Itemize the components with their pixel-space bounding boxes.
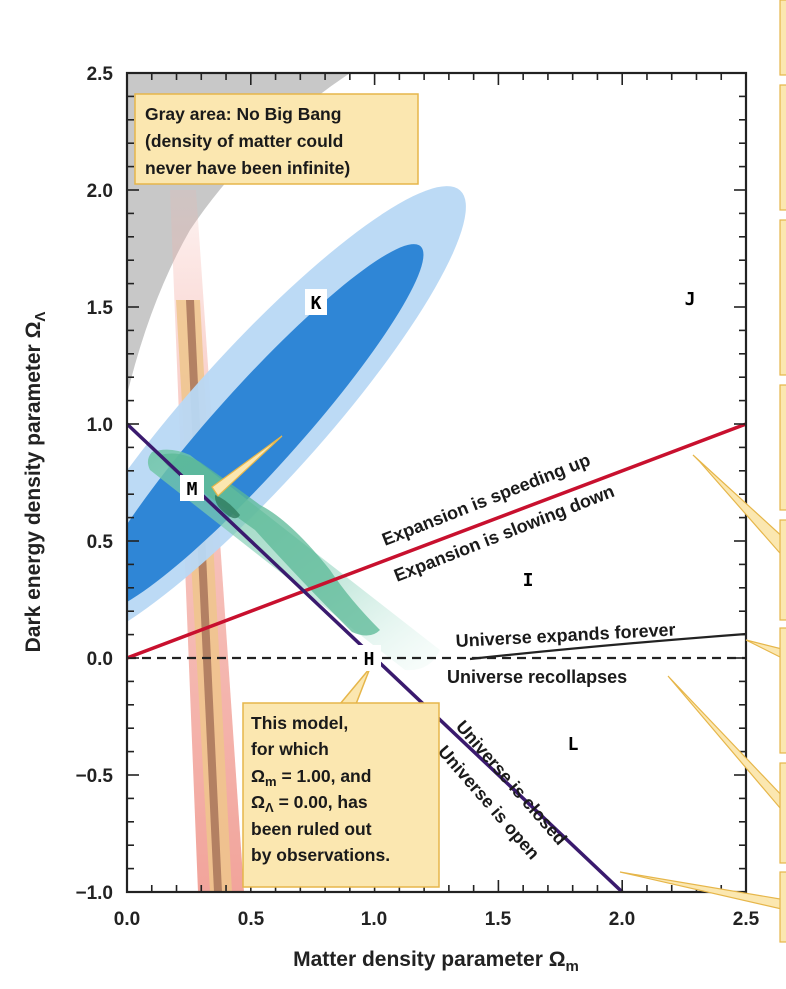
x-tick-2: 1.0 <box>361 909 387 930</box>
expand-forever-curve <box>469 632 746 661</box>
right-edge-callouts <box>619 0 786 943</box>
x-tick-labels: 0.0 0.5 1.0 1.5 2.0 2.5 <box>114 909 760 930</box>
y-tick-1: 2.0 <box>87 181 113 202</box>
x-tick-0: 0.0 <box>114 909 140 930</box>
letter-k-bg <box>305 289 327 315</box>
model-note-line-5: been ruled out <box>251 819 372 839</box>
x-tick-4: 2.0 <box>609 909 635 930</box>
letter-k: K <box>311 293 322 314</box>
right-box-7 <box>779 762 786 864</box>
right-box-3 <box>779 219 786 376</box>
x-tick-3: 1.5 <box>485 909 512 930</box>
right-box-8 <box>779 871 786 943</box>
gray-area-callout-box <box>134 93 419 185</box>
model-note-line-1: This model, <box>251 713 348 733</box>
acceleration-line <box>127 422 746 660</box>
y-tick-0: 2.5 <box>87 64 114 85</box>
letter-m: M <box>187 479 198 500</box>
green-middle <box>160 453 380 636</box>
model-note-line-2: for which <box>251 739 329 759</box>
right-pointer-4 <box>619 871 786 911</box>
point-letters: K J M I H L <box>180 289 695 755</box>
right-box-2 <box>779 84 786 211</box>
green-core <box>214 495 240 519</box>
y-tick-4: 0.5 <box>87 532 114 553</box>
right-box-6 <box>779 627 786 754</box>
model-note-line-3: Ωm = 1.00, and <box>251 766 371 789</box>
y-tick-labels: 2.5 2.0 1.5 1.0 0.5 0.0 −0.5 −1.0 <box>75 64 113 904</box>
model-callout: This model, for which Ωm = 1.00, and ΩΛ … <box>242 667 440 888</box>
letter-l: L <box>568 734 579 755</box>
letter-h: H <box>364 649 375 670</box>
plot-border <box>125 71 748 894</box>
letter-i: I <box>523 570 534 591</box>
y-axis-title: Dark energy density parameter ΩΛ <box>22 312 49 653</box>
letter-h-bg <box>357 645 381 671</box>
right-pointer-1 <box>692 454 786 561</box>
y-tick-5: 0.0 <box>87 649 113 670</box>
model-note-line-6: by observations. <box>251 845 390 865</box>
x-tick-1: 0.5 <box>238 909 265 930</box>
model-callout-box <box>242 702 440 888</box>
right-pointer-3 <box>667 675 786 816</box>
right-box-5 <box>779 519 786 621</box>
letter-m-bg <box>180 475 204 501</box>
y-tick-6: −0.5 <box>75 766 113 787</box>
y-tick-3: 1.0 <box>87 415 113 436</box>
gray-note-line-3: never have been infinite) <box>145 158 350 178</box>
label-recollapses: Universe recollapses <box>447 667 627 687</box>
gray-area-callout: Gray area: No Big Bang (density of matte… <box>134 93 419 185</box>
gray-note-line-1: Gray area: No Big Bang <box>145 104 341 124</box>
right-box-1 <box>779 0 786 76</box>
x-tick-5: 2.5 <box>733 909 760 930</box>
gray-note-line-2: (density of matter could <box>145 131 343 151</box>
model-note-line-4: ΩΛ = 0.00, has <box>251 792 368 815</box>
right-pointer-2 <box>745 639 786 661</box>
y-tick-2: 1.5 <box>87 298 114 319</box>
letter-j: J <box>685 289 696 310</box>
ellipse-inner <box>127 244 424 613</box>
m-callout-pointer <box>211 435 283 497</box>
y-tick-7: −1.0 <box>75 883 113 904</box>
right-box-4 <box>779 384 786 511</box>
green-confidence-contours <box>147 449 440 671</box>
x-axis-title: Matter density parameter Ωm <box>293 948 579 975</box>
blue-confidence-contours <box>127 186 466 648</box>
